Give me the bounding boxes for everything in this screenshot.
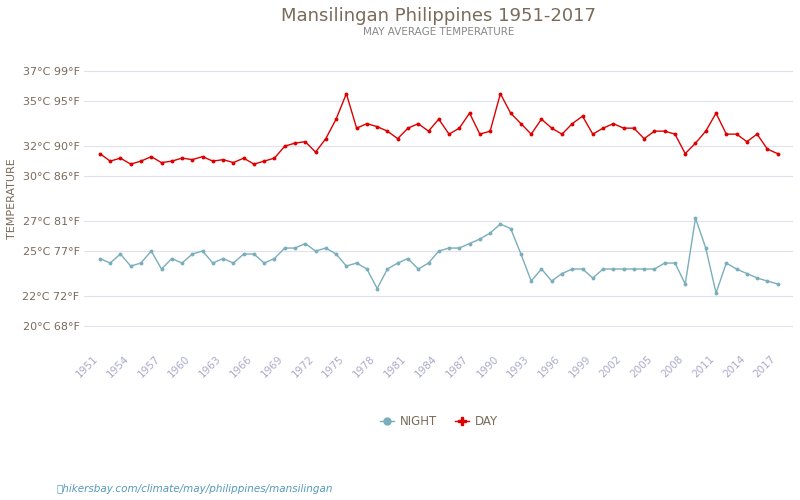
NIGHT xyxy=(372,286,382,292)
DAY xyxy=(629,125,638,131)
DAY xyxy=(187,156,197,162)
NIGHT xyxy=(690,215,700,221)
Text: 📍hikersbay.com/climate/may/philippines/mansilingan: 📍hikersbay.com/climate/may/philippines/m… xyxy=(56,484,333,494)
NIGHT xyxy=(711,290,721,296)
NIGHT xyxy=(773,281,782,287)
DAY xyxy=(424,128,434,134)
Line: DAY: DAY xyxy=(98,92,779,166)
NIGHT xyxy=(403,256,413,262)
DAY xyxy=(126,161,135,167)
DAY xyxy=(732,131,742,137)
Legend: NIGHT, DAY: NIGHT, DAY xyxy=(375,410,502,432)
Text: MAY AVERAGE TEMPERATURE: MAY AVERAGE TEMPERATURE xyxy=(363,26,514,36)
DAY xyxy=(773,150,782,156)
DAY xyxy=(342,90,351,96)
Y-axis label: TEMPERATURE: TEMPERATURE xyxy=(7,158,17,239)
NIGHT xyxy=(146,248,156,254)
DAY xyxy=(393,136,402,141)
NIGHT xyxy=(609,266,618,272)
NIGHT xyxy=(178,260,187,266)
DAY xyxy=(95,150,105,156)
NIGHT xyxy=(95,256,105,262)
DAY xyxy=(157,160,166,166)
Line: NIGHT: NIGHT xyxy=(98,216,779,295)
Title: Mansilingan Philippines 1951-2017: Mansilingan Philippines 1951-2017 xyxy=(282,7,596,25)
NIGHT xyxy=(732,266,742,272)
